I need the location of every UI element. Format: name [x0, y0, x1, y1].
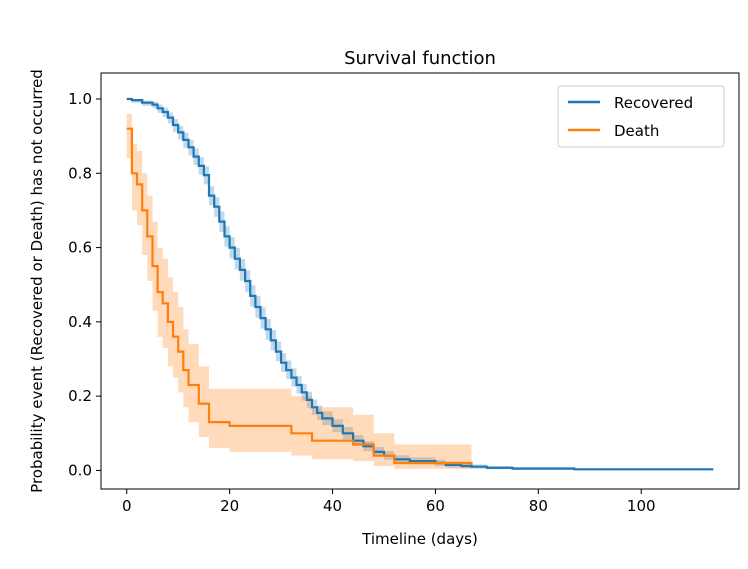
series-lines — [126, 97, 714, 471]
x-tick-label: 0 — [122, 497, 132, 515]
y-tick-label: 0.0 — [68, 461, 92, 479]
legend: Recovered Death — [557, 85, 725, 148]
series-line-death — [126, 127, 473, 465]
chart-title: Survival function — [344, 48, 496, 69]
x-axis-label: Timeline (days) — [361, 530, 478, 548]
ci-band-death — [126, 113, 472, 470]
legend-label-recovered: Recovered — [614, 94, 693, 112]
x-tick-label: 60 — [426, 497, 445, 515]
y-tick-label: 0.2 — [68, 387, 92, 405]
y-tick-label: 1.0 — [68, 90, 92, 108]
y-tick-label: 0.4 — [68, 313, 92, 331]
confidence-bands — [126, 99, 714, 471]
x-tick-label: 20 — [220, 497, 239, 515]
x-tick-label: 80 — [529, 497, 548, 515]
legend-label-death: Death — [614, 122, 659, 140]
y-tick-label: 0.8 — [68, 164, 92, 182]
ci-band-recovered — [126, 99, 714, 471]
y-tick-label: 0.6 — [68, 239, 92, 257]
y-axis: 0.0 0.2 0.4 0.6 0.8 1.0 — [68, 90, 101, 479]
x-tick-label: 40 — [323, 497, 342, 515]
x-axis: 0 20 40 60 80 100 — [122, 489, 656, 515]
y-axis-label: Probability event (Recovered or Death) h… — [28, 69, 46, 493]
plot-frame — [100, 72, 740, 490]
x-tick-label: 100 — [627, 497, 656, 515]
